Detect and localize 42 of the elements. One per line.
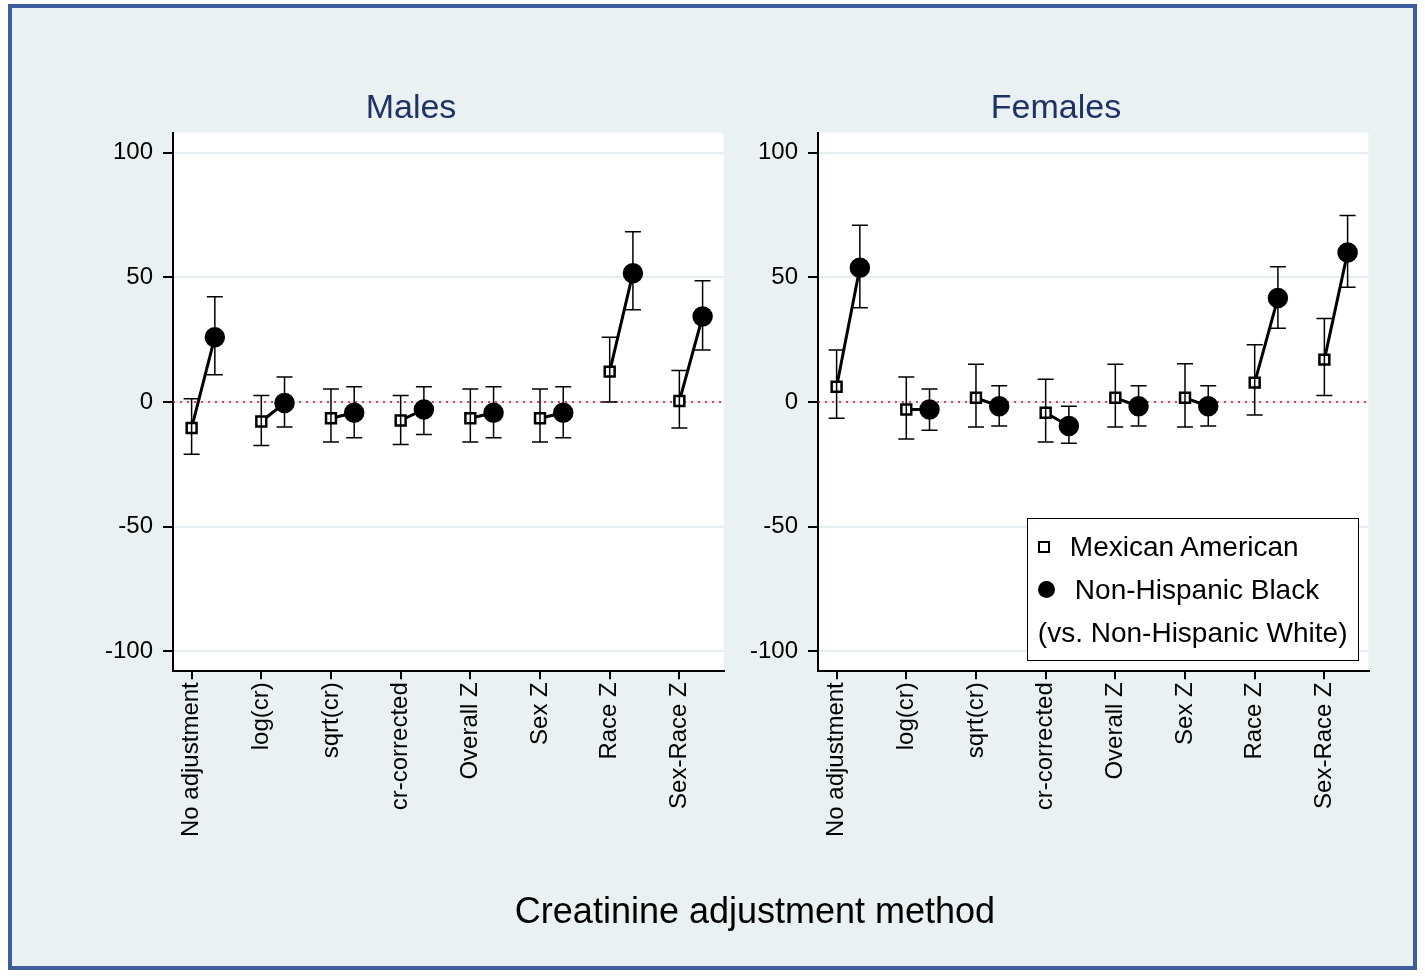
x-tick-label: Sex Z [524, 682, 552, 745]
point [603, 365, 616, 378]
x-tick-label: Sex Z [1169, 682, 1197, 745]
y-tick-label: 100 [112, 137, 154, 165]
point [692, 306, 713, 327]
legend-label: Non-Hispanic Black [1074, 573, 1320, 608]
x-tick-label: No adjustment [821, 681, 849, 837]
x-tick-label: Sex-Race Z [663, 682, 691, 809]
x-tick-label: Sex-Race Z [1308, 682, 1336, 809]
x-tick-label: No adjustment [176, 681, 204, 837]
y-tick-label: 50 [126, 262, 154, 290]
point [1039, 406, 1052, 419]
y-tick-label: -50 [118, 511, 154, 539]
x-tick-label: Overall Z [1099, 682, 1127, 780]
x-axis-title: Creatinine adjustment method [513, 890, 997, 932]
x-tick-label: sqrt(cr) [315, 682, 343, 759]
y-tick-label: -100 [749, 635, 799, 663]
x-tick-label: Overall Z [454, 682, 482, 780]
x-tick-label: cr-corrected [385, 682, 413, 811]
chart-title: Females [990, 86, 1122, 125]
point [1109, 391, 1122, 404]
x-tick-label: sqrt(cr) [960, 682, 988, 759]
y-tick-label: 0 [784, 386, 799, 414]
x-tick-label: Race Z [594, 682, 622, 760]
point [1337, 242, 1358, 263]
point [1128, 396, 1149, 417]
y-tick-label: -100 [104, 635, 154, 663]
y-tick-label: -50 [763, 511, 799, 539]
point [1318, 353, 1331, 366]
y-tick-label: 50 [771, 262, 799, 290]
chart-title: Males [365, 86, 457, 125]
point [483, 402, 504, 423]
y-tick-label: 0 [139, 386, 154, 414]
x-tick-label: log(cr) [245, 682, 273, 751]
x-tick-label: Race Z [1239, 682, 1267, 760]
x-tick-label: log(cr) [890, 682, 918, 751]
y-tick-label: 100 [757, 137, 799, 165]
legend-title: (vs. Non-Hispanic White) [1037, 616, 1348, 651]
legend-label: Mexican American [1069, 530, 1299, 565]
x-tick-label: cr-corrected [1030, 682, 1058, 811]
point [274, 392, 295, 414]
point [919, 399, 940, 420]
